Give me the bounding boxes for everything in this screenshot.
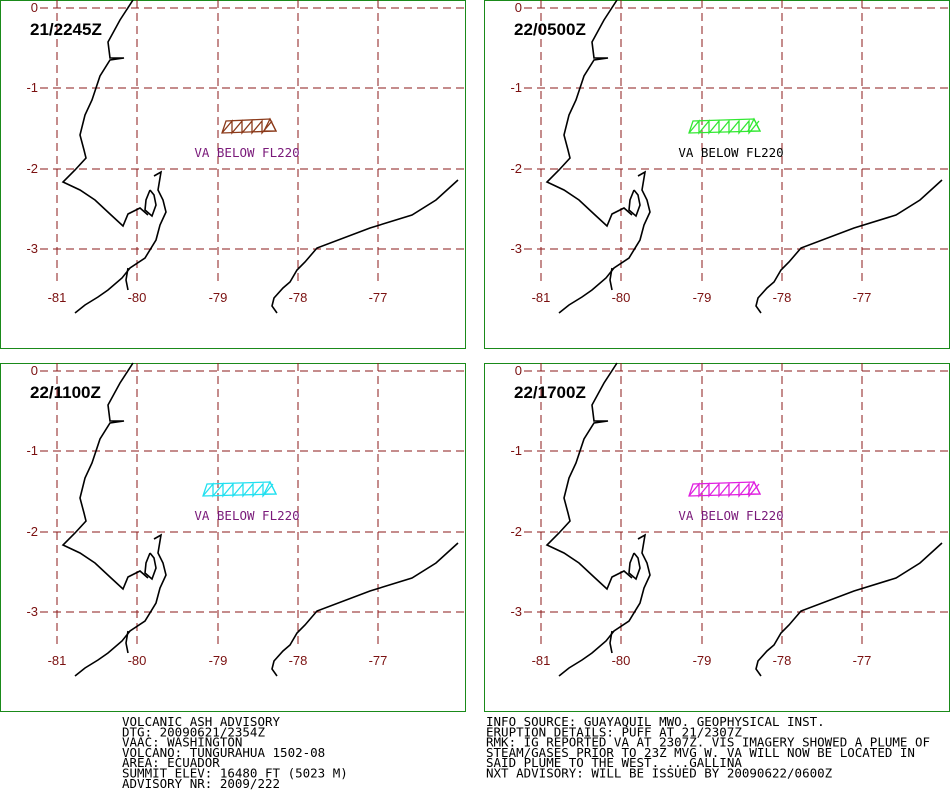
- lat-label: 0: [515, 363, 522, 378]
- lon-label: -79: [693, 653, 712, 668]
- panel-border: [0, 363, 466, 712]
- ash-plume: [688, 117, 762, 135]
- lon-label: -78: [289, 290, 308, 305]
- lon-label: -80: [128, 653, 147, 668]
- plume-hatch: [688, 119, 760, 135]
- advisory-line: STEAM/GASES PRIOR TO 23Z MVG W. VA WILL …: [486, 745, 915, 760]
- valid-time: 22/1100Z: [30, 383, 101, 402]
- lon-label: -80: [128, 290, 147, 305]
- lat-label: -2: [26, 161, 38, 176]
- lat-label: -1: [510, 443, 522, 458]
- lat-label: -1: [26, 443, 38, 458]
- lon-label: -81: [532, 653, 551, 668]
- lon-label: -80: [612, 653, 631, 668]
- volcano-marker: [746, 480, 762, 495]
- lon-label: -77: [369, 653, 388, 668]
- advisory-line: VOLCANO: TUNGURAHUA 1502-08: [122, 745, 325, 760]
- advisory-line: VOLCANIC ASH ADVISORY: [122, 714, 281, 729]
- panel-border: [484, 0, 950, 349]
- advisory-line: SAID PLUME TO THE WEST. ...GALLINA: [486, 755, 742, 770]
- advisory-line: NXT ADVISORY: WILL BE ISSUED BY 20090622…: [486, 766, 833, 781]
- map-panel: 0 -1 -2 -3 -81 -80 -79 -78 -77 21/2245Z VA BELOW F…: [0, 0, 466, 349]
- advisory-line: AREA: ECUADOR: [122, 755, 220, 770]
- advisory-line: ADVISORY NR: 2009/222: [122, 776, 280, 791]
- va-label: VA BELOW FL220: [678, 508, 783, 523]
- valid-time: 21/2245Z: [30, 20, 102, 39]
- lat-label: -3: [26, 241, 38, 256]
- map-panel: 0 -1 -2 -3 -81 -80 -79 -78 -77 22/1100Z VA BELOW F…: [0, 362, 466, 712]
- lon-label: -79: [693, 290, 712, 305]
- volcano-marker: [262, 117, 278, 132]
- advisory-line: VAAC: WASHINGTON: [122, 735, 242, 750]
- va-label: VA BELOW FL220: [194, 508, 299, 523]
- lon-label: -81: [48, 653, 67, 668]
- panel-border: [0, 0, 466, 349]
- valid-time: 22/1700Z: [514, 383, 586, 402]
- ash-plume: [688, 480, 762, 498]
- lat-label: 0: [515, 0, 522, 15]
- lon-label: -80: [612, 290, 631, 305]
- lon-label: -77: [853, 653, 872, 668]
- va-label: VA BELOW FL220: [678, 145, 783, 160]
- lon-label: -78: [289, 653, 308, 668]
- lon-label: -79: [209, 290, 228, 305]
- lat-label: -3: [510, 241, 522, 256]
- lat-label: -2: [510, 161, 522, 176]
- lon-label: -78: [773, 653, 792, 668]
- lat-label: -2: [510, 524, 522, 539]
- advisory-line: RMK: IG REPORTED VA AT 2307Z. VIS IMAGER…: [486, 735, 930, 750]
- plume-hatch: [688, 482, 760, 498]
- map-panel: 0 -1 -2 -3 -81 -80 -79 -78 -77 22/0500Z VA BELOW F…: [484, 0, 950, 349]
- volcano-marker: [746, 117, 762, 132]
- valid-time: 22/0500Z: [514, 20, 586, 39]
- lat-label: -2: [26, 524, 38, 539]
- lon-label: -77: [853, 290, 872, 305]
- volcano-marker: [262, 480, 278, 495]
- lon-label: -81: [532, 290, 551, 305]
- ash-plume: [202, 480, 278, 498]
- lat-label: -3: [26, 604, 38, 619]
- lon-label: -79: [209, 653, 228, 668]
- lat-label: 0: [31, 363, 38, 378]
- advisory-line: DTG: 20090621/2354Z: [122, 724, 265, 739]
- map-panel: 0 -1 -2 -3 -81 -80 -79 -78 -77 22/1700Z VA BELOW F…: [484, 362, 950, 712]
- advisory-line: ERUPTION DETAILS: PUFF AT 21/2307Z: [486, 724, 742, 739]
- plume-hatch: [221, 119, 273, 135]
- panel-border: [484, 363, 950, 712]
- lon-label: -78: [773, 290, 792, 305]
- advisory-line: SUMMIT ELEV: 16480 FT (5023 M): [122, 766, 348, 781]
- lat-label: -1: [26, 80, 38, 95]
- advisory-line: INFO SOURCE: GUAYAQUIL MWO. GEOPHYSICAL …: [486, 714, 825, 729]
- plume-hatch: [202, 482, 274, 498]
- lon-label: -77: [369, 290, 388, 305]
- lat-label: 0: [31, 0, 38, 15]
- lon-label: -81: [48, 290, 67, 305]
- lat-label: -1: [510, 80, 522, 95]
- lat-label: -3: [510, 604, 522, 619]
- va-label: VA BELOW FL220: [194, 145, 299, 160]
- ash-plume: [221, 117, 278, 135]
